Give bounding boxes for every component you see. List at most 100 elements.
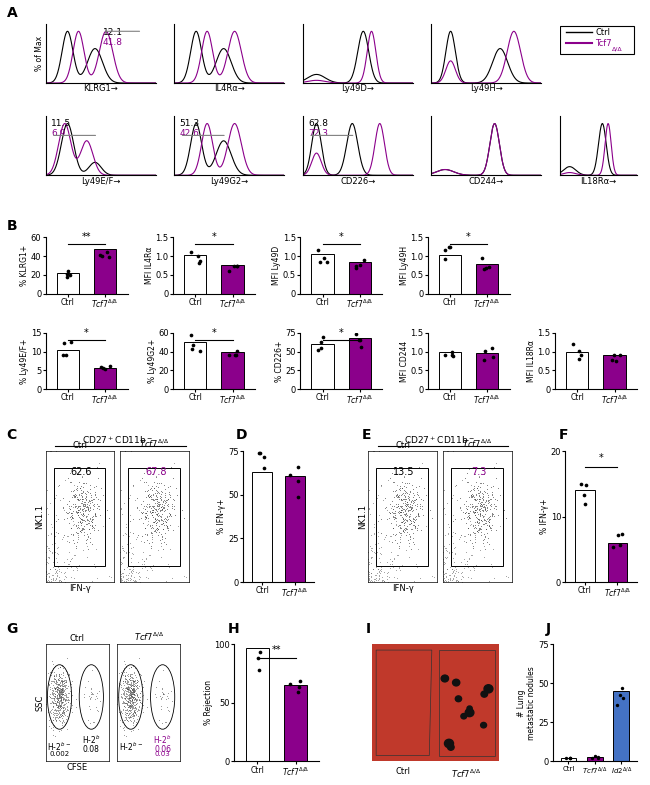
- Point: [125, 710, 135, 722]
- Point: [119, 679, 129, 692]
- Point: [123, 677, 133, 690]
- Point: [128, 674, 138, 687]
- Point: [400, 495, 410, 507]
- Point: [147, 493, 157, 506]
- Point: [118, 682, 128, 695]
- Point: [115, 565, 125, 578]
- Point: [482, 527, 493, 539]
- Point: [454, 533, 464, 546]
- Point: [147, 508, 157, 520]
- Point: [125, 537, 135, 550]
- Point: [53, 480, 64, 493]
- Point: [151, 526, 161, 539]
- Point: [47, 696, 58, 709]
- Point: [122, 674, 133, 687]
- Y-axis label: % CD226+: % CD226+: [275, 340, 284, 382]
- Point: [469, 491, 479, 503]
- Point: [114, 720, 125, 732]
- Point: [375, 546, 385, 559]
- Point: [53, 692, 63, 705]
- Point: [474, 522, 484, 535]
- Point: [56, 694, 66, 707]
- Point: [163, 704, 174, 717]
- Point: [155, 491, 165, 504]
- Point: [449, 546, 460, 559]
- Point: [71, 526, 81, 539]
- Point: [62, 668, 73, 681]
- Point: [136, 535, 146, 548]
- Point: [45, 666, 55, 678]
- Point: [461, 506, 471, 518]
- Point: [132, 682, 142, 695]
- Polygon shape: [439, 650, 495, 756]
- Point: [57, 682, 67, 695]
- Point: [118, 692, 129, 704]
- Point: [57, 691, 68, 703]
- Point: [148, 559, 159, 571]
- Point: [127, 547, 138, 560]
- Point: [55, 700, 65, 713]
- Point: [54, 677, 64, 690]
- Point: [448, 569, 459, 582]
- Point: [53, 696, 63, 708]
- Point: [73, 501, 83, 513]
- Point: [355, 258, 365, 271]
- Point: [120, 728, 130, 741]
- Point: [116, 571, 126, 584]
- Point: [151, 502, 161, 515]
- Text: 41.8: 41.8: [103, 38, 123, 47]
- Point: [55, 688, 65, 701]
- Point: [367, 542, 377, 554]
- Point: [53, 678, 63, 691]
- Point: [142, 484, 152, 497]
- Point: [151, 524, 162, 536]
- Point: [115, 546, 125, 559]
- Point: [63, 265, 73, 277]
- Point: [53, 673, 63, 685]
- Point: [438, 565, 448, 578]
- Point: [50, 677, 60, 689]
- Point: [150, 496, 161, 509]
- Point: [58, 684, 68, 696]
- Point: [148, 488, 159, 501]
- Point: [53, 700, 63, 713]
- Point: [51, 696, 61, 709]
- Point: [54, 706, 64, 719]
- Point: [122, 669, 133, 681]
- Point: [447, 537, 458, 550]
- Point: [79, 525, 90, 538]
- Point: [391, 489, 402, 502]
- Point: [442, 563, 452, 575]
- Point: [50, 530, 60, 542]
- Point: [409, 575, 419, 588]
- Point: [364, 568, 374, 580]
- Point: [380, 501, 391, 513]
- Point: [480, 504, 490, 517]
- Point: [391, 479, 402, 491]
- Point: [46, 716, 57, 728]
- Point: [66, 677, 76, 690]
- Point: [71, 489, 81, 502]
- Point: [140, 507, 151, 520]
- Point: [68, 489, 79, 502]
- Point: [445, 557, 456, 569]
- Point: [141, 511, 151, 524]
- Point: [158, 515, 168, 528]
- Point: [116, 706, 126, 718]
- Point: [398, 512, 408, 524]
- Point: [57, 716, 67, 728]
- Point: [126, 670, 136, 683]
- Point: [195, 254, 205, 267]
- Point: [136, 553, 147, 566]
- Point: [471, 499, 482, 512]
- Point: [127, 710, 137, 722]
- Point: [166, 571, 177, 584]
- Point: [135, 474, 145, 487]
- Point: [92, 500, 103, 513]
- Point: [77, 524, 87, 536]
- Point: [468, 519, 478, 531]
- Point: [476, 525, 487, 538]
- Point: [155, 489, 166, 502]
- Point: [400, 523, 411, 535]
- Point: [85, 717, 96, 729]
